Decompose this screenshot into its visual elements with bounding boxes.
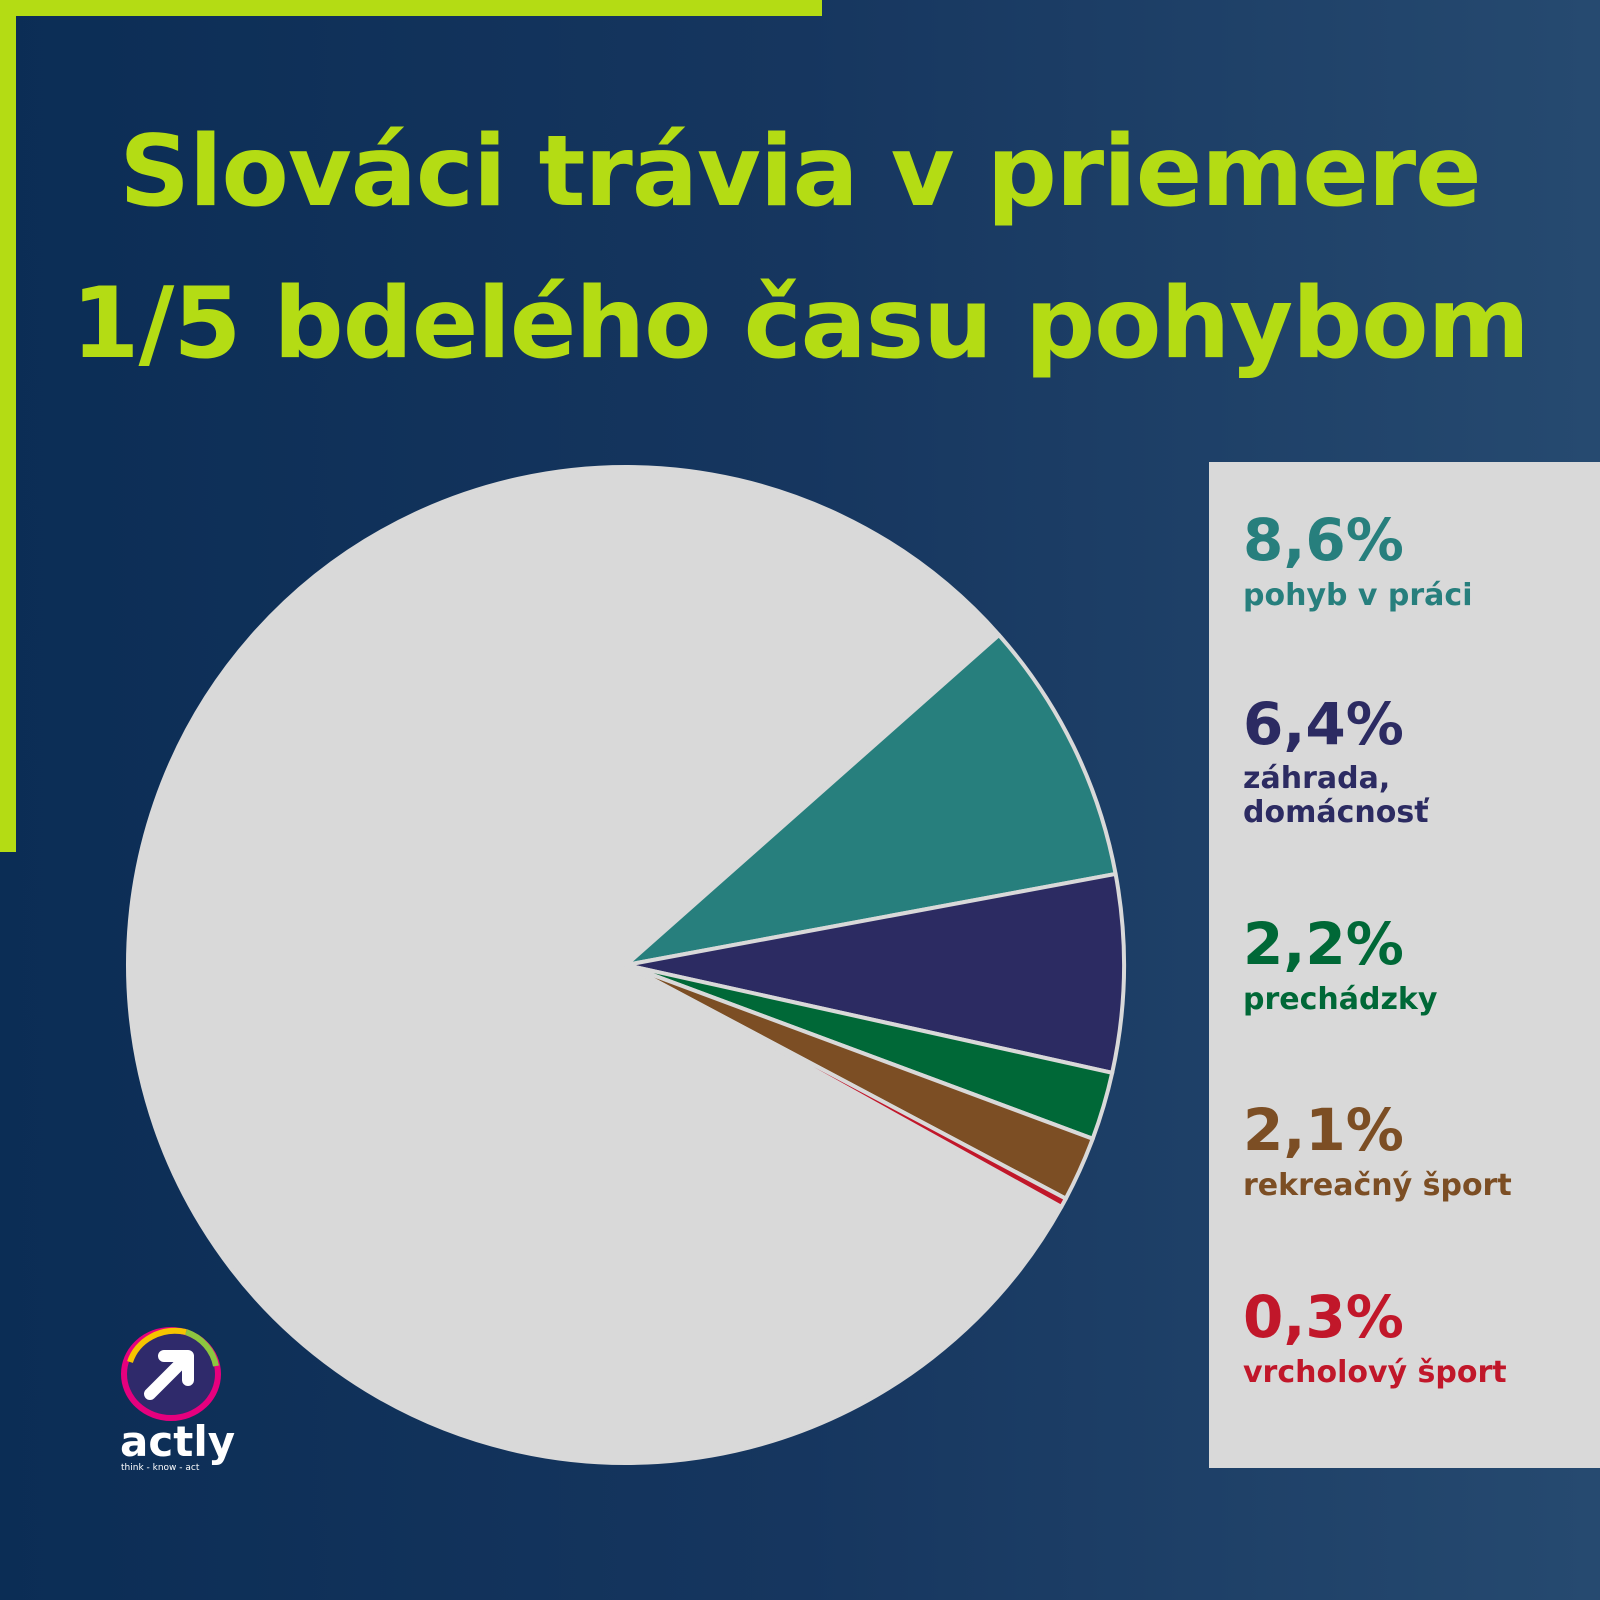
frame-top-bar (0, 0, 822, 16)
legend-pct: 6,4% (1243, 690, 1404, 758)
pie-slice-5 (624, 963, 1068, 1209)
page-title: Slováci trávia v priemere 1/5 bdelého ča… (0, 96, 1600, 400)
frame-left-bar (0, 0, 16, 852)
legend-pct: 2,2% (1243, 910, 1404, 978)
legend-item: 6,4% záhrada, domácnosť (1243, 694, 1429, 830)
legend-item: 8,6% pohyb v práci (1243, 510, 1473, 614)
legend-pct: 8,6% (1243, 506, 1404, 574)
title-line-1: Slováci trávia v priemere (119, 115, 1481, 229)
legend-item: 2,1% rekreačný šport (1243, 1100, 1512, 1204)
legend-label: prechádzky (1243, 982, 1438, 1017)
pie-slice-2 (624, 871, 1126, 1075)
logo-wordmark: actly (120, 1417, 236, 1466)
legend: 8,6% pohyb v práci 6,4% záhrada, domácno… (1209, 462, 1600, 1468)
title-line-2: 1/5 bdelého času pohybom (71, 267, 1529, 381)
legend-label: pohyb v práci (1243, 578, 1473, 613)
pie-chart (126, 465, 1126, 1465)
legend-pct: 0,3% (1243, 1283, 1404, 1351)
pie-slice-1 (624, 633, 1118, 967)
legend-pct: 2,1% (1243, 1096, 1404, 1164)
legend-label: rekreačný šport (1243, 1168, 1512, 1203)
actly-logo-icon (121, 1327, 221, 1421)
logo-tagline: think - know - act (121, 1463, 200, 1473)
legend-item: 2,2% prechádzky (1243, 914, 1437, 1018)
legend-item: 0,3% vrcholový šport (1243, 1287, 1507, 1391)
pie-slice-0 (126, 465, 1064, 1465)
legend-label: záhrada, domácnosť (1243, 761, 1429, 830)
legend-label: vrcholový šport (1243, 1355, 1507, 1390)
